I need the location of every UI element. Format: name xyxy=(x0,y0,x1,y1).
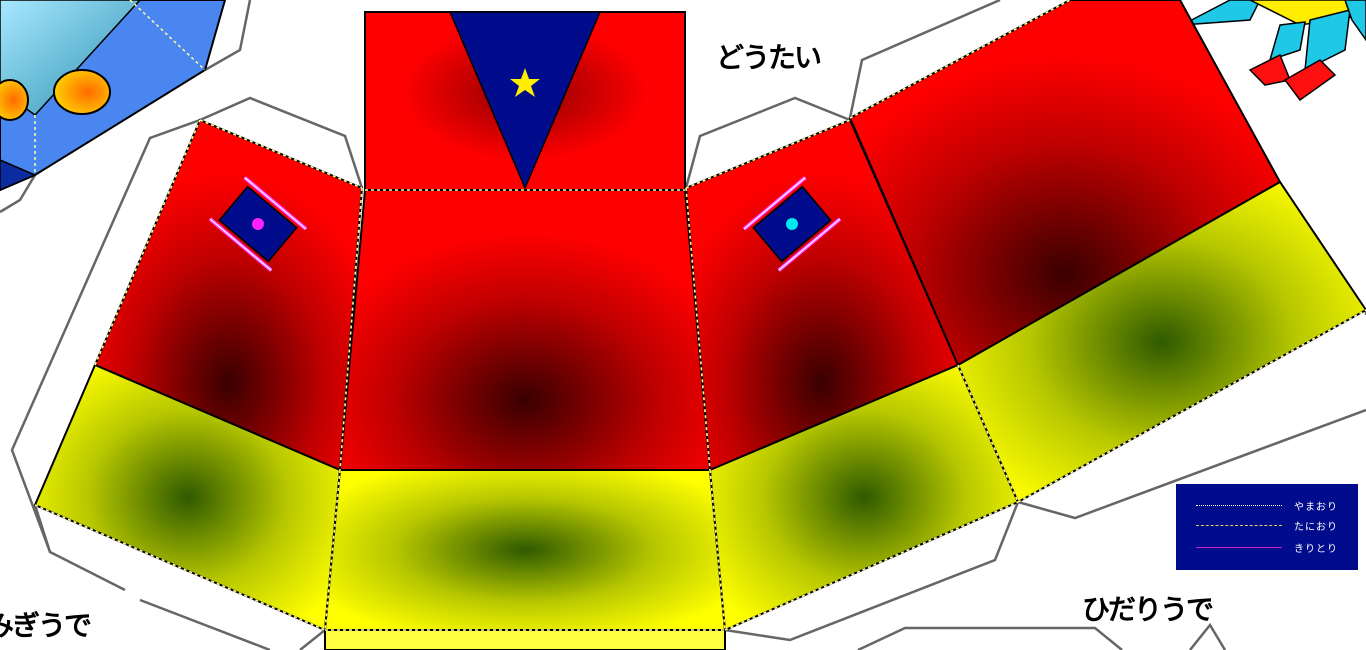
left-badge xyxy=(208,176,308,272)
body-net xyxy=(33,0,1366,650)
legend-label-cut: きりとり xyxy=(1294,544,1338,555)
center-yellow xyxy=(323,469,727,631)
right-badge xyxy=(742,176,842,272)
magenta-dot-icon xyxy=(252,218,264,230)
legend-row-mountain: やまおり xyxy=(1196,496,1346,514)
cut-line xyxy=(1196,547,1282,548)
robot-fragment xyxy=(1181,0,1366,102)
far-right-red xyxy=(848,0,1282,367)
legend-label-valley: たにおり xyxy=(1294,522,1338,533)
right-arm-label: ひだりうで xyxy=(1082,593,1214,626)
bottom-yellow xyxy=(324,629,726,650)
star-icon xyxy=(510,68,540,97)
fold-lines xyxy=(34,0,1366,631)
fold-legend: やまおり たにおり きりとり xyxy=(1176,484,1358,570)
legend-label-mountain: やまおり xyxy=(1294,502,1338,513)
head-piece xyxy=(0,0,227,192)
legend-row-cut: きりとり xyxy=(1196,538,1346,556)
valley-fold-line xyxy=(1196,525,1282,526)
body-label: どうたい xyxy=(716,41,822,74)
cyan-dot-icon xyxy=(786,218,798,230)
chest-triangle xyxy=(448,11,602,190)
left-arm-label: みぎうで xyxy=(0,609,92,642)
legend-row-valley: たにおり xyxy=(1196,516,1346,534)
mountain-fold-line xyxy=(1196,505,1282,506)
center-red xyxy=(338,189,712,471)
far-right-yellow xyxy=(956,180,1366,504)
